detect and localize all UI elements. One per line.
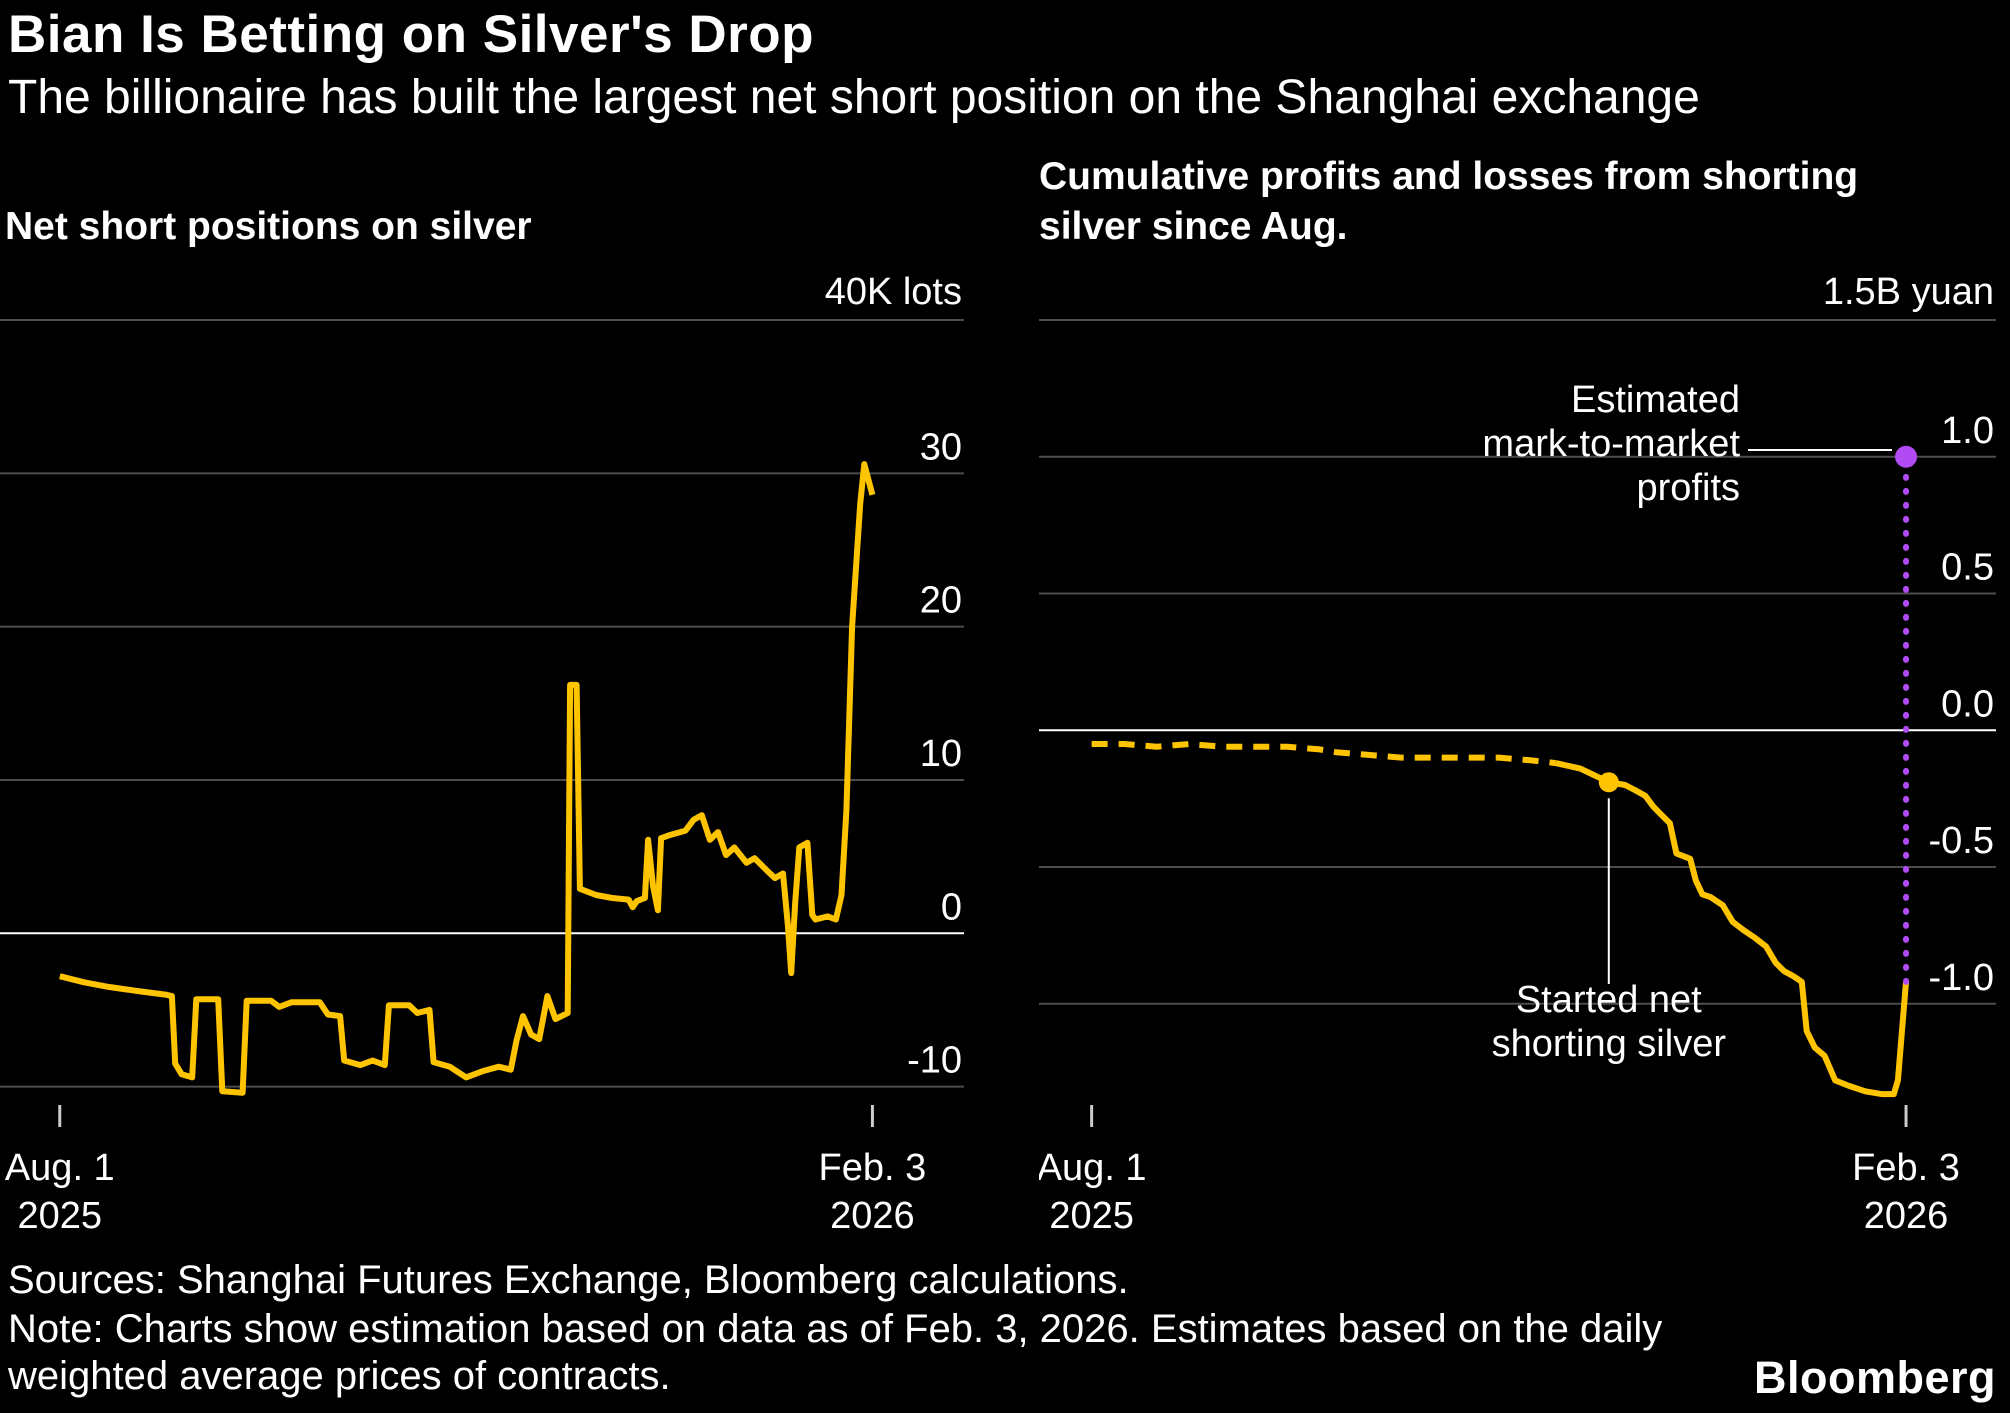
x-tick-label: Feb. 3 [819, 1147, 927, 1189]
bloomberg-logo: Bloomberg [1753, 1352, 1996, 1403]
y-tick-label: 0.5 [1941, 547, 1994, 589]
y-tick-label: -10 [907, 1040, 962, 1082]
y-tick-label: 0.0 [1941, 683, 1994, 725]
chart-right-heading: Cumulative profits and losses from short… [1039, 155, 1859, 248]
x-tick-label: 2025 [17, 1195, 102, 1237]
y-tick-label: 1.0 [1941, 410, 1994, 452]
yellow-marker-dot [1598, 772, 1619, 793]
y-tick-label: -0.5 [1929, 820, 1994, 862]
x-tick-label: Aug. 1 [1039, 1147, 1147, 1189]
page-subtitle: The billionaire has built the largest ne… [8, 71, 1700, 124]
sources-text: Sources: Shanghai Futures Exchange, Bloo… [8, 1258, 1129, 1302]
annotation-text: shorting silver [1492, 1023, 1727, 1065]
net-short-chart-svg: 40K lots 30 20 10 0 -10 Aug. 1 2025 Feb. 3 2026 [0, 271, 964, 1237]
y-tick-label: 10 [920, 733, 962, 775]
annotation-text: profits [1637, 467, 1740, 509]
pnl-chart-svg: 1.5B yuan 1.0 0.5 0.0 -0.5 -1.0 Aug. 1 2025 Feb.… [1037, 271, 1996, 1237]
x-tick-label: Aug. 1 [5, 1147, 115, 1189]
y-tick-label: 30 [920, 426, 962, 468]
x-tick-label: 2026 [830, 1195, 915, 1237]
y-tick-label: 0 [941, 886, 962, 928]
purple-marker-dot [1895, 445, 1918, 468]
chart-left-plot: 40K lots 30 20 10 0 -10 Aug. 1 2025 Feb. 3 2026 [0, 260, 990, 1260]
annotation-text: mark-to-market [1482, 423, 1740, 465]
unit-label: 40K lots [825, 271, 962, 313]
note-text: Note: Charts show estimation based on da… [8, 1307, 1663, 1398]
y-tick-label: -1.0 [1929, 957, 1994, 999]
chart-left-heading: Net short positions on silver [5, 205, 532, 248]
x-tick-label: 2026 [1864, 1195, 1949, 1237]
annotation-text: Estimated [1571, 379, 1740, 421]
x-tick-label: Feb. 3 [1852, 1147, 1960, 1189]
annotation-text: Started net [1516, 979, 1702, 1021]
unit-label: 1.5B yuan [1823, 271, 1994, 313]
y-tick-label: 20 [920, 580, 962, 622]
series-line [59, 461, 876, 1096]
series-line [1555, 760, 1909, 1098]
chart-right-plot: 1.5B yuan 1.0 0.5 0.0 -0.5 -1.0 Aug. 1 2025 Feb.… [1037, 260, 2010, 1260]
x-tick-label: 2025 [1049, 1195, 1134, 1237]
series-line [1091, 741, 1557, 767]
page-title: Bian Is Betting on Silver's Drop [8, 5, 815, 64]
